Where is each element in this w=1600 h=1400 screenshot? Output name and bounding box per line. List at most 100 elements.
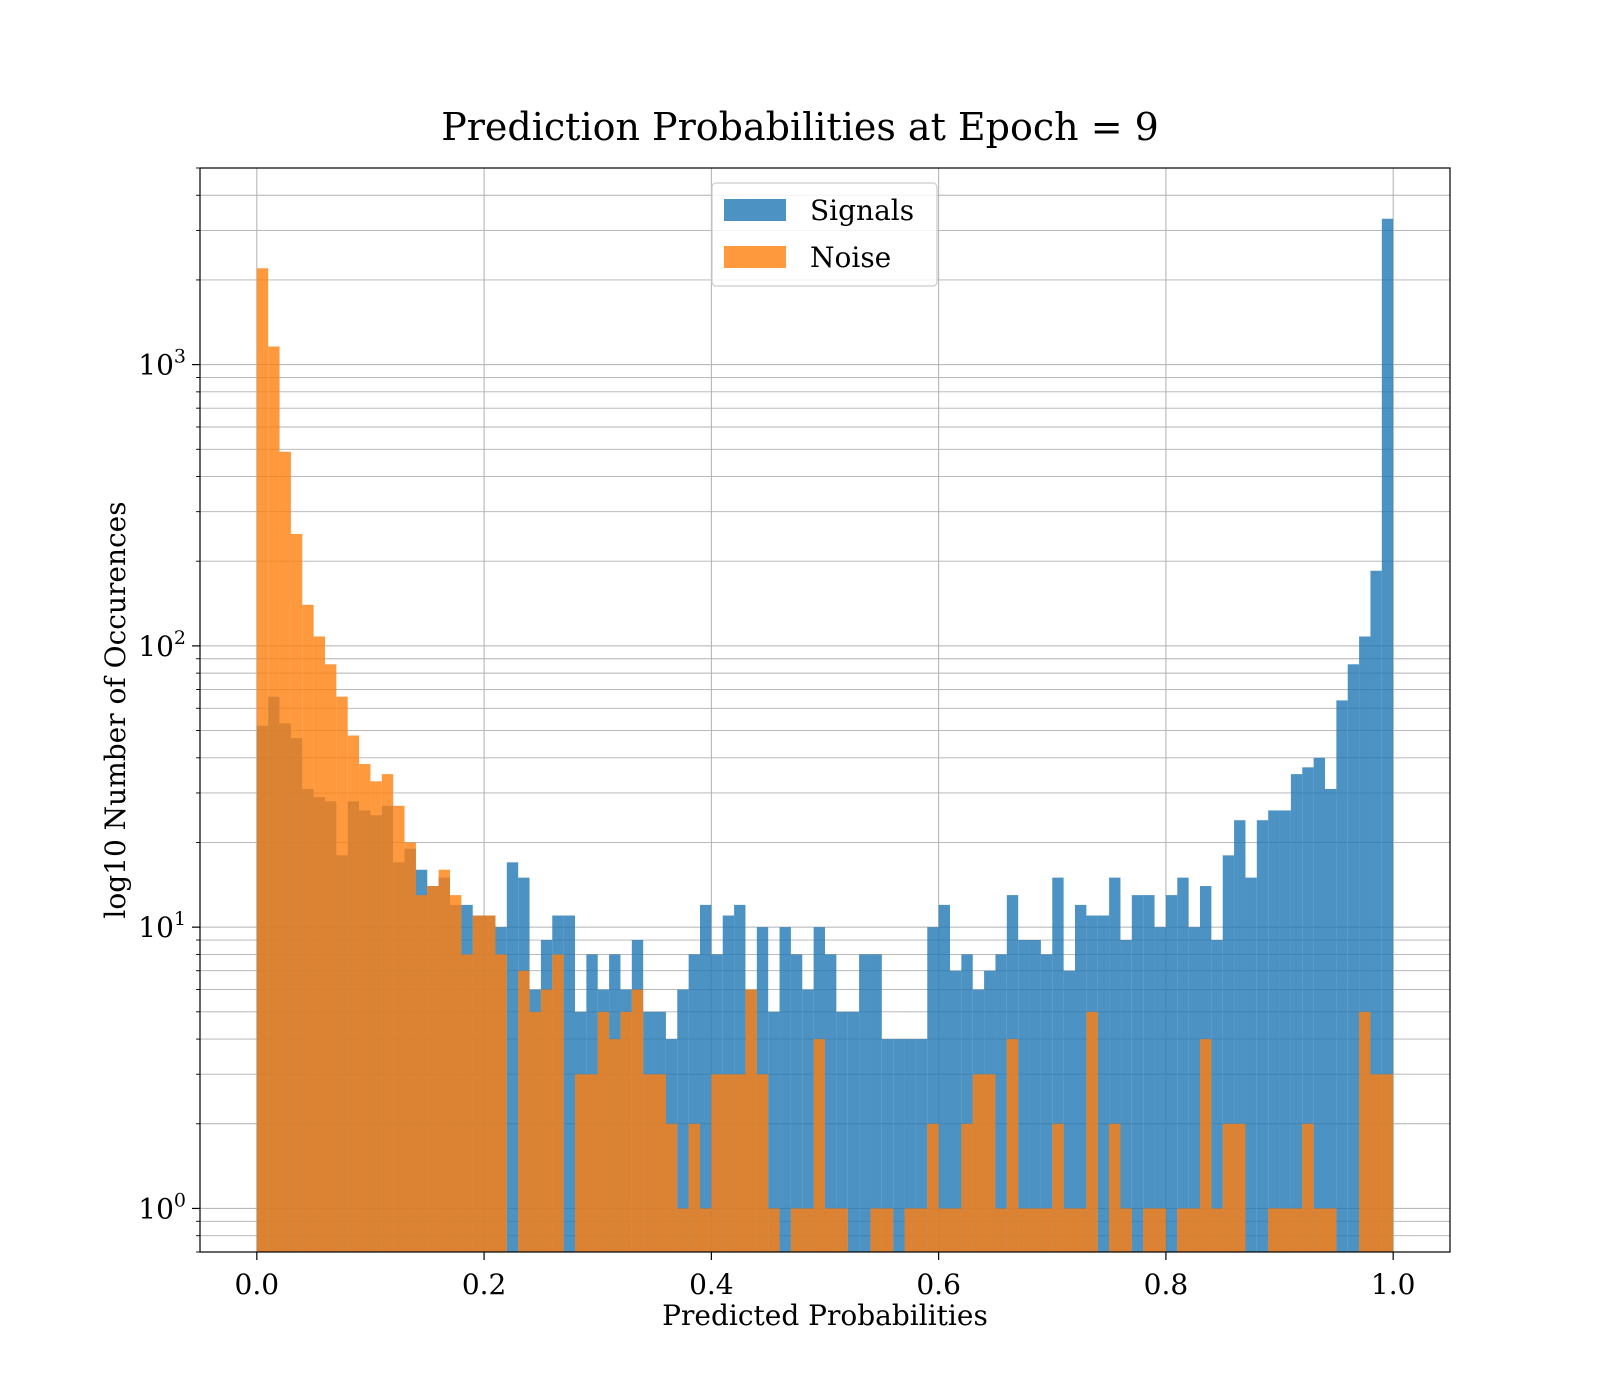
signals-bar — [1154, 927, 1166, 1252]
signals-bar — [1359, 636, 1371, 1252]
signals-bar — [1143, 895, 1155, 1252]
signals-bar — [1381, 218, 1394, 1253]
signals-bar — [1325, 788, 1337, 1252]
noise-bar — [552, 954, 564, 1252]
signals-bar — [1370, 570, 1382, 1252]
signals-bar — [893, 1039, 905, 1252]
noise-bar — [1234, 1123, 1246, 1252]
noise-bar — [370, 781, 382, 1252]
noise-bar — [790, 1208, 803, 1252]
noise-bar — [1370, 1074, 1382, 1252]
x-axis-ticks: 0.0 0.2 0.4 0.6 0.8 1.0 — [235, 1252, 1416, 1301]
signals-bar — [688, 954, 700, 1252]
signals-bar — [1256, 820, 1269, 1252]
legend-label-signals: Signals — [810, 194, 914, 227]
noise-bar — [461, 954, 473, 1252]
noise-bar — [336, 696, 348, 1252]
signals-bar — [1279, 810, 1291, 1252]
noise-bar — [677, 1208, 689, 1252]
signals-bar — [1075, 904, 1087, 1252]
noise-bar — [870, 1208, 882, 1252]
x-tick-label: 0.2 — [462, 1268, 507, 1301]
noise-bar — [1313, 1208, 1325, 1252]
noise-bar — [620, 1011, 632, 1252]
y-tick-label: 103 — [138, 346, 186, 382]
signals-bar — [802, 989, 814, 1252]
noise-bar — [597, 1011, 610, 1252]
noise-bar — [631, 989, 644, 1252]
y-tick-label: 101 — [138, 908, 186, 944]
noise-bar — [495, 954, 507, 1252]
signals-bar — [1040, 954, 1053, 1252]
noise-bar — [1302, 1123, 1314, 1252]
noise-bar — [1086, 1011, 1098, 1252]
x-tick-label: 0.6 — [916, 1268, 961, 1301]
noise-bar — [654, 1074, 666, 1252]
noise-bar — [825, 1208, 837, 1252]
legend-label-noise: Noise — [810, 241, 891, 274]
y-tick-label: 102 — [138, 627, 186, 663]
signals-bar — [700, 904, 712, 1252]
noise-bar — [700, 1208, 712, 1252]
signals-bar — [1234, 820, 1246, 1252]
noise-bar — [302, 604, 314, 1252]
noise-bar — [745, 989, 757, 1252]
signals-bar — [1052, 877, 1064, 1252]
noise-bar — [1211, 1208, 1223, 1252]
x-tick-label: 1.0 — [1371, 1268, 1416, 1301]
noise-bar — [393, 805, 405, 1252]
signals-bar — [881, 1039, 894, 1252]
signals-bar — [563, 915, 575, 1252]
noise-bar — [1075, 1208, 1087, 1252]
noise-bar — [972, 1074, 985, 1252]
x-tick-label: 0.0 — [235, 1268, 280, 1301]
signals-bar — [1131, 895, 1144, 1252]
noise-bar — [1006, 1039, 1019, 1252]
noise-bar — [381, 774, 394, 1252]
y-axis-ticks: 100 101 102 103 — [138, 167, 200, 1253]
noise-bar — [984, 1074, 996, 1252]
noise-bar — [484, 915, 496, 1252]
noise-bar — [438, 869, 450, 1252]
signals-bar — [1302, 767, 1314, 1252]
signals-bar — [1336, 700, 1348, 1252]
noise-bar — [609, 1039, 621, 1252]
noise-bar — [950, 1208, 962, 1252]
signals-bar — [915, 1039, 928, 1252]
noise-bar — [404, 842, 416, 1252]
noise-bar — [313, 636, 325, 1252]
noise-bar — [427, 886, 439, 1252]
signals-bar — [1245, 877, 1257, 1252]
signals-bar — [1188, 927, 1200, 1252]
noise-bar — [881, 1208, 894, 1252]
series-noise — [256, 268, 1394, 1253]
noise-bar — [268, 346, 280, 1252]
noise-bar — [734, 1074, 746, 1252]
noise-bar — [915, 1208, 928, 1252]
noise-bar — [279, 451, 291, 1253]
signals-bar — [1211, 940, 1223, 1252]
noise-bar — [722, 1074, 735, 1252]
noise-bar — [1200, 1039, 1212, 1252]
x-tick-label: 0.8 — [1144, 1268, 1189, 1301]
signals-bar — [825, 954, 837, 1252]
signals-bar — [847, 1011, 860, 1252]
noise-bar — [1109, 1123, 1121, 1252]
noise-bar — [586, 1074, 598, 1252]
noise-bar — [575, 1074, 587, 1252]
histogram-bars — [256, 218, 1394, 1253]
noise-bar — [1381, 1074, 1394, 1252]
signals-bar — [768, 1011, 780, 1252]
noise-bar — [836, 1208, 848, 1252]
signals-bar — [1109, 877, 1121, 1252]
noise-bar — [347, 735, 360, 1252]
signals-bar — [1177, 877, 1189, 1252]
noise-bar — [1177, 1208, 1189, 1252]
signals-bar — [950, 970, 962, 1252]
noise-bar — [540, 989, 553, 1252]
noise-bar — [359, 764, 371, 1252]
x-tick-label: 0.4 — [689, 1268, 734, 1301]
noise-bar — [1325, 1208, 1337, 1252]
noise-bar — [1120, 1208, 1132, 1252]
signals-bar — [859, 954, 871, 1252]
